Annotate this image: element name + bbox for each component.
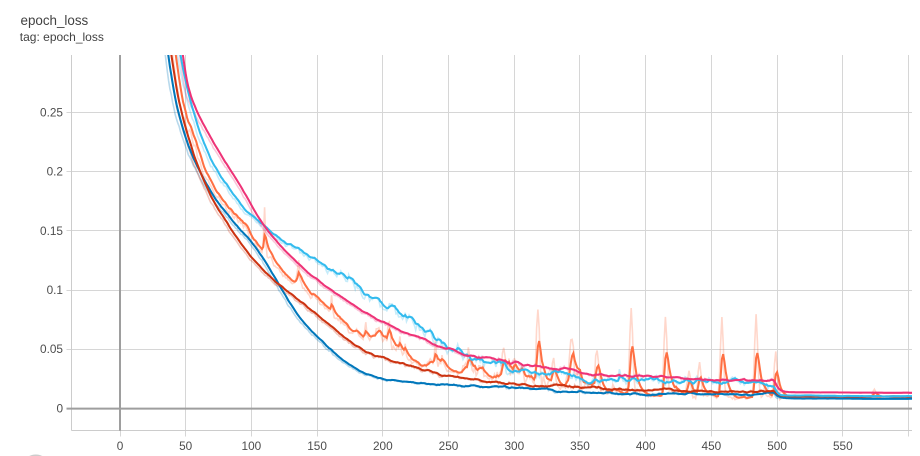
svg-text:50: 50 (179, 439, 193, 453)
svg-text:250: 250 (439, 439, 459, 453)
svg-text:350: 350 (570, 439, 590, 453)
svg-text:400: 400 (636, 439, 656, 453)
svg-text:100: 100 (242, 439, 262, 453)
svg-text:0: 0 (56, 401, 63, 415)
svg-text:epoch_loss: epoch_loss (21, 13, 89, 28)
svg-text:450: 450 (702, 439, 722, 453)
svg-text:0.05: 0.05 (40, 342, 63, 356)
svg-text:0.25: 0.25 (40, 105, 63, 119)
svg-text:0.1: 0.1 (47, 283, 63, 297)
svg-text:0.15: 0.15 (40, 224, 63, 238)
svg-text:0: 0 (117, 439, 124, 453)
svg-text:0.2: 0.2 (47, 165, 63, 179)
svg-text:200: 200 (373, 439, 393, 453)
svg-text:tag: epoch_loss: tag: epoch_loss (20, 30, 104, 44)
svg-text:500: 500 (767, 439, 787, 453)
svg-text:550: 550 (833, 439, 853, 453)
svg-text:300: 300 (504, 439, 524, 453)
svg-text:150: 150 (307, 439, 327, 453)
